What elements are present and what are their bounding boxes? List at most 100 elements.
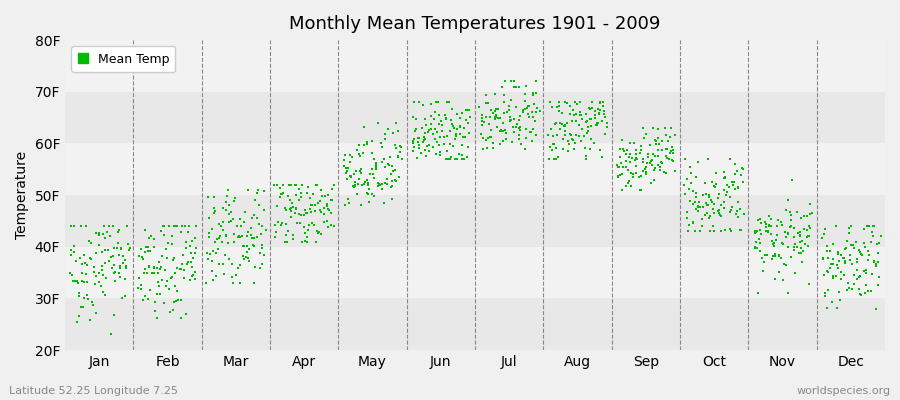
Point — [248, 242, 262, 249]
Point — [153, 291, 167, 298]
Point — [646, 150, 661, 157]
Point — [621, 180, 635, 186]
Point — [248, 264, 262, 270]
Point — [724, 207, 739, 213]
Point — [184, 250, 198, 256]
Point — [565, 136, 580, 142]
Point — [428, 109, 442, 115]
Point — [300, 210, 314, 216]
Point — [652, 146, 666, 153]
Point — [566, 107, 580, 114]
Point — [188, 250, 202, 256]
Point — [303, 206, 318, 212]
Point — [518, 91, 532, 97]
Point — [761, 222, 776, 228]
Point — [591, 106, 606, 112]
Point — [513, 127, 527, 134]
Point — [822, 287, 836, 294]
Point — [659, 146, 673, 152]
Point — [177, 223, 192, 229]
Point — [784, 212, 798, 218]
Point — [598, 114, 612, 120]
Point — [241, 254, 256, 261]
Point — [628, 147, 643, 153]
Point — [89, 250, 104, 256]
Point — [754, 220, 769, 226]
Point — [624, 183, 638, 190]
Point — [252, 265, 266, 272]
Point — [276, 190, 291, 196]
Point — [385, 130, 400, 136]
Point — [363, 171, 377, 178]
Point — [716, 187, 731, 193]
Point — [233, 262, 248, 268]
Point — [858, 244, 872, 250]
Point — [454, 115, 468, 121]
Point — [705, 179, 719, 185]
Point — [163, 309, 177, 316]
Point — [610, 174, 625, 180]
Point — [716, 205, 731, 212]
Point — [700, 202, 715, 209]
Point — [658, 125, 672, 131]
Point — [701, 202, 716, 209]
Point — [92, 232, 106, 239]
Point — [686, 220, 700, 226]
Point — [730, 199, 744, 205]
Point — [623, 151, 637, 158]
Point — [574, 112, 589, 118]
Point — [179, 310, 194, 317]
Point — [413, 150, 428, 156]
Point — [433, 149, 447, 155]
Point — [666, 147, 680, 153]
Point — [294, 238, 309, 245]
Point — [787, 247, 801, 254]
Point — [589, 122, 603, 128]
Point — [541, 132, 555, 138]
Point — [374, 180, 389, 187]
Point — [67, 243, 81, 250]
Point — [479, 100, 493, 106]
Point — [184, 237, 199, 244]
Point — [814, 235, 829, 241]
Point — [309, 238, 323, 245]
Point — [169, 223, 184, 229]
Point — [851, 247, 866, 253]
Point — [214, 223, 229, 230]
Point — [475, 118, 490, 124]
Point — [74, 223, 88, 229]
Point — [422, 148, 436, 154]
Point — [353, 153, 367, 160]
Point — [176, 261, 190, 268]
Point — [220, 187, 235, 193]
Point — [99, 229, 113, 235]
Bar — [65, 40, 885, 92]
Point — [771, 253, 786, 260]
Point — [233, 234, 248, 240]
Point — [568, 99, 582, 106]
Point — [734, 172, 748, 178]
Point — [789, 209, 804, 216]
Point — [561, 138, 575, 144]
Point — [352, 176, 366, 182]
Point — [505, 139, 519, 145]
Point — [76, 303, 90, 310]
Point — [479, 137, 493, 143]
Point — [620, 146, 634, 153]
Point — [289, 192, 303, 198]
Point — [572, 109, 587, 115]
Point — [528, 109, 543, 116]
Point — [327, 222, 341, 229]
Point — [360, 190, 374, 196]
Point — [699, 210, 714, 216]
Point — [867, 258, 881, 264]
Point — [153, 266, 167, 272]
Point — [236, 243, 250, 250]
Point — [204, 258, 219, 264]
Point — [133, 246, 148, 252]
Point — [693, 204, 707, 210]
Point — [654, 159, 669, 165]
Point — [707, 201, 722, 207]
Point — [826, 275, 841, 281]
Point — [284, 214, 298, 220]
